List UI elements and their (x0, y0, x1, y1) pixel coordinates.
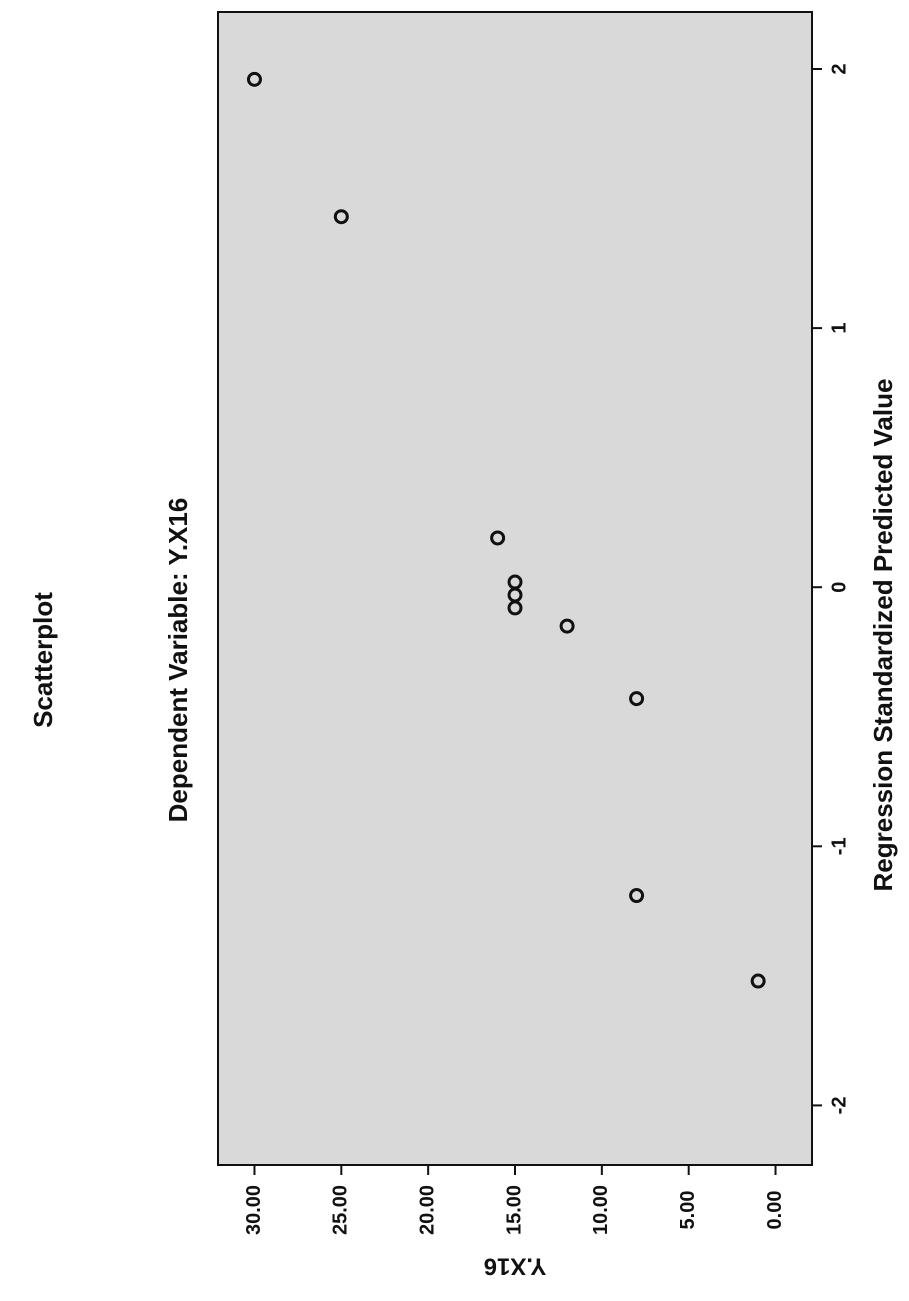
x-tick-label: 1 (828, 323, 850, 334)
chart: Scatterplot Dependent Variable: Y.X16 Re… (0, 0, 909, 1296)
y-tick-label: 0.00 (764, 1191, 786, 1230)
y-tick-label: 20.00 (416, 1185, 438, 1235)
y-tick-label: 25.00 (330, 1185, 352, 1235)
x-tick-label: 0 (828, 582, 850, 593)
y-tick-label: 15.00 (503, 1185, 525, 1235)
x-tick-label: 2 (828, 63, 850, 74)
y-tick-label: 5.00 (677, 1191, 699, 1230)
y-axis-label: Y.X16 (484, 1253, 547, 1280)
x-tick-label: -1 (828, 837, 850, 855)
chart-title: Scatterplot (28, 592, 58, 728)
chart-subtitle: Dependent Variable: Y.X16 (163, 498, 193, 823)
y-tick-label: 30.00 (243, 1185, 265, 1235)
y-tick-label: 10.00 (590, 1185, 612, 1235)
x-axis-label: Regression Standardized Predicted Value (868, 379, 898, 892)
x-tick-label: -2 (828, 1097, 850, 1115)
